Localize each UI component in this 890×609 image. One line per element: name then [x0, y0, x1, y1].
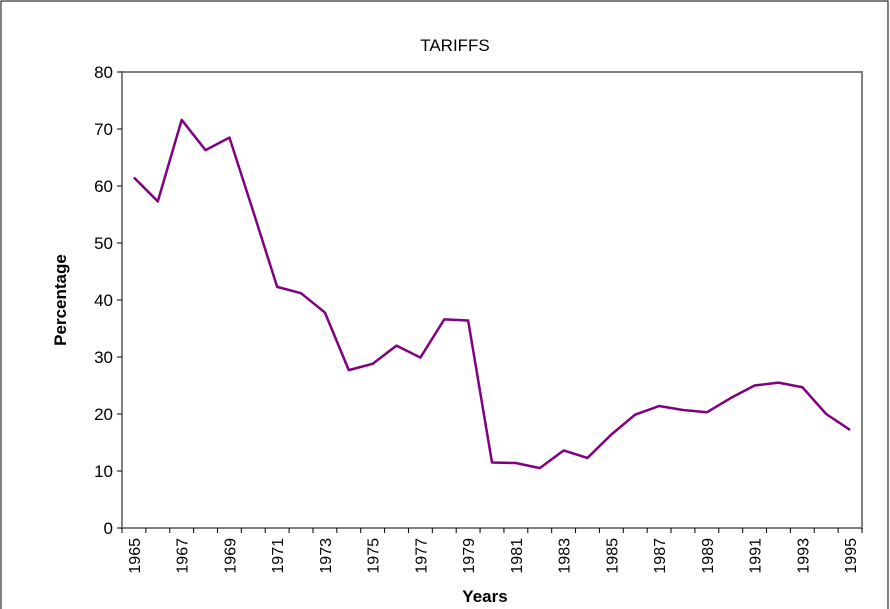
- x-tick-label: 1985: [604, 538, 621, 574]
- y-tick-label: 30: [94, 348, 113, 367]
- x-tick-label: 1969: [222, 538, 239, 574]
- y-tick-label: 70: [94, 120, 113, 139]
- x-tick-label: 1995: [843, 538, 860, 574]
- x-tick-label: 1983: [557, 538, 574, 574]
- y-tick-label: 50: [94, 234, 113, 253]
- x-tick-label: 1991: [748, 538, 765, 574]
- y-axis-label: Percentage: [51, 254, 70, 346]
- y-tick-label: 20: [94, 405, 113, 424]
- y-tick-label: 0: [104, 519, 113, 538]
- x-tick-label: 1965: [127, 538, 144, 574]
- x-tick-label: 1967: [175, 538, 192, 574]
- x-tick-label: 1975: [366, 538, 383, 574]
- x-tick-label: 1979: [461, 538, 478, 574]
- data-line: [133, 118, 851, 470]
- x-tick-label: 1971: [270, 538, 287, 574]
- x-tick-label: 1977: [413, 538, 430, 574]
- x-tick-label: 1987: [652, 538, 669, 574]
- y-tick-label: 60: [94, 177, 113, 196]
- y-tick-label: 10: [94, 462, 113, 481]
- chart-title: TARIFFS: [420, 36, 490, 55]
- x-tick-label: 1993: [795, 538, 812, 574]
- y-tick-label: 40: [94, 291, 113, 310]
- x-tick-label: 1973: [318, 538, 335, 574]
- x-tick-label: 1989: [700, 538, 717, 574]
- y-tick-label: 80: [94, 63, 113, 82]
- x-axis-label: Years: [462, 587, 507, 606]
- x-tick-label: 1981: [509, 538, 526, 574]
